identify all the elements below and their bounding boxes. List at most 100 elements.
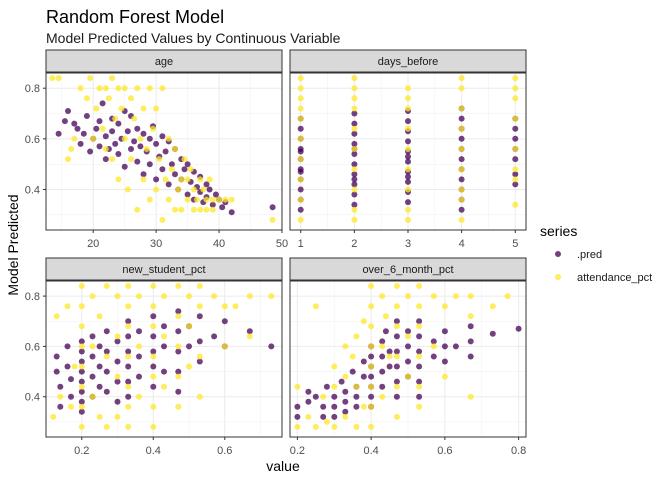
data-point — [196, 393, 203, 400]
data-point — [209, 206, 216, 213]
data-point — [161, 343, 167, 350]
data-point — [331, 393, 338, 400]
data-point — [89, 333, 96, 340]
data-point — [150, 363, 157, 370]
data-point — [353, 393, 360, 400]
data-point — [297, 168, 304, 175]
data-point — [128, 146, 134, 152]
y-tick-label: 0.8 — [25, 83, 40, 95]
facet-strip-label: age — [155, 56, 173, 68]
legend-entry: attendance_pct — [555, 272, 652, 284]
data-point — [320, 403, 327, 410]
data-point — [136, 328, 142, 335]
data-point — [351, 95, 358, 102]
data-point — [196, 303, 203, 310]
data-point — [353, 423, 360, 430]
data-point — [512, 176, 519, 183]
data-point — [351, 171, 358, 178]
data-point — [161, 368, 167, 375]
data-point — [65, 156, 71, 163]
data-point — [125, 363, 132, 370]
data-point — [467, 293, 474, 300]
data-point — [512, 166, 519, 173]
data-point — [379, 393, 386, 400]
data-point — [452, 343, 459, 350]
data-point — [441, 343, 448, 350]
data-point — [71, 120, 78, 127]
data-point — [297, 186, 304, 193]
data-point — [121, 163, 128, 170]
data-point — [353, 383, 360, 390]
facet-strip — [289, 49, 527, 73]
data-point — [136, 373, 142, 380]
data-point — [351, 110, 358, 117]
data-point — [297, 196, 304, 203]
data-point — [137, 143, 144, 150]
data-point — [458, 85, 465, 92]
data-point — [99, 125, 106, 132]
data-point — [246, 333, 253, 340]
data-point — [71, 135, 78, 142]
data-point — [458, 75, 465, 82]
data-point — [342, 413, 349, 420]
data-point — [368, 353, 375, 360]
data-point — [323, 383, 330, 390]
series-attendance-pct — [49, 75, 276, 223]
data-point — [184, 191, 191, 198]
data-point — [74, 125, 81, 132]
data-point — [150, 323, 157, 330]
data-point — [184, 196, 191, 203]
data-point — [115, 120, 122, 127]
data-point — [150, 348, 157, 355]
data-point — [405, 293, 411, 300]
facet-panel-new-student-pct: new_student_pct 0.2 0.4 0.6 0.4 0.6 0.8 — [25, 257, 283, 457]
data-point — [150, 303, 157, 310]
data-point — [93, 105, 100, 112]
data-point — [134, 125, 141, 132]
data-point — [159, 85, 166, 92]
data-point — [458, 125, 465, 132]
data-point — [146, 135, 153, 142]
data-point — [150, 423, 157, 430]
data-point — [351, 120, 358, 127]
data-point — [184, 161, 191, 168]
data-point — [125, 283, 132, 289]
data-point — [351, 206, 358, 213]
data-point — [331, 383, 338, 390]
data-point — [118, 105, 125, 112]
data-point — [136, 293, 142, 300]
data-point — [351, 151, 358, 157]
facet-strip — [45, 49, 283, 73]
data-point — [405, 125, 411, 132]
data-point — [175, 373, 182, 380]
data-point — [150, 125, 156, 132]
data-point — [441, 328, 448, 335]
data-point — [159, 166, 166, 173]
data-point — [150, 403, 157, 410]
legend-title: series — [540, 223, 577, 239]
data-point — [165, 135, 172, 142]
data-point — [161, 383, 167, 390]
data-point — [89, 373, 96, 380]
data-point — [351, 216, 358, 223]
data-point — [175, 343, 182, 350]
data-point — [96, 343, 103, 350]
data-point — [125, 378, 132, 385]
data-point — [351, 130, 358, 137]
data-point — [416, 323, 423, 330]
data-point — [175, 308, 182, 315]
data-point — [206, 186, 213, 193]
data-point — [150, 373, 157, 380]
data-point — [114, 398, 121, 405]
data-point — [153, 105, 160, 112]
data-point — [114, 378, 121, 385]
data-point — [458, 156, 465, 163]
data-point — [405, 358, 411, 365]
data-point — [297, 135, 304, 142]
data-point — [393, 318, 400, 325]
data-point — [68, 146, 75, 152]
data-point — [441, 303, 448, 310]
data-point — [430, 293, 437, 300]
data-point — [351, 75, 358, 82]
data-point — [458, 105, 465, 112]
